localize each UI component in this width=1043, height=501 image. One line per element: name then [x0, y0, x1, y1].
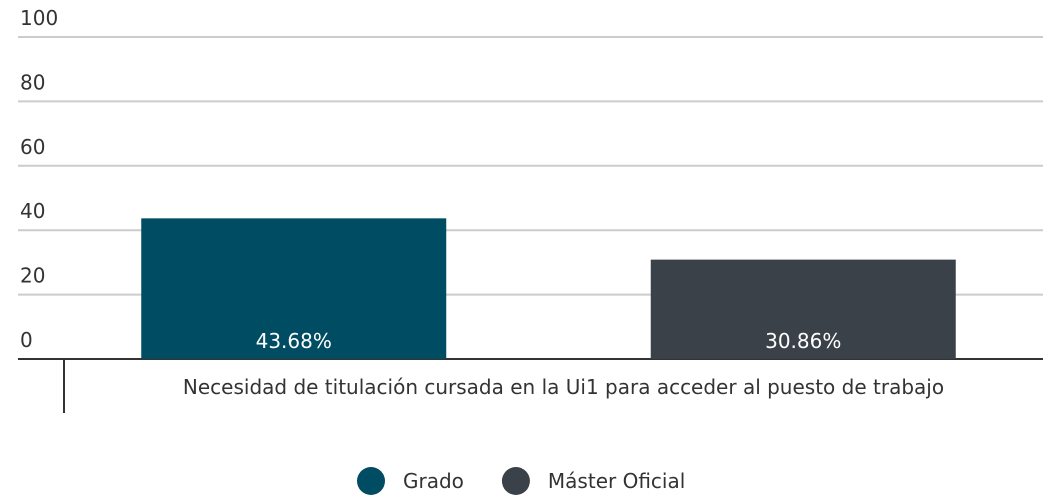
legend-marker: [357, 467, 385, 495]
x-tick-label: Necesidad de titulación cursada en la Ui…: [183, 375, 944, 399]
y-tick-label: 40: [20, 199, 45, 223]
y-tick-label: 20: [20, 264, 45, 288]
legend-label: Máster Oficial: [548, 469, 685, 493]
legend-label: Grado: [403, 469, 464, 493]
y-tick-label: 0: [20, 328, 33, 352]
y-tick-label: 80: [20, 70, 45, 94]
legend-marker: [501, 467, 530, 495]
y-tick-label: 100: [20, 6, 58, 30]
data-label: 43.68%: [256, 329, 332, 353]
data-label: 30.86%: [765, 329, 841, 353]
y-tick-label: 60: [20, 135, 45, 159]
bar: [650, 259, 956, 359]
bar: [141, 218, 447, 359]
